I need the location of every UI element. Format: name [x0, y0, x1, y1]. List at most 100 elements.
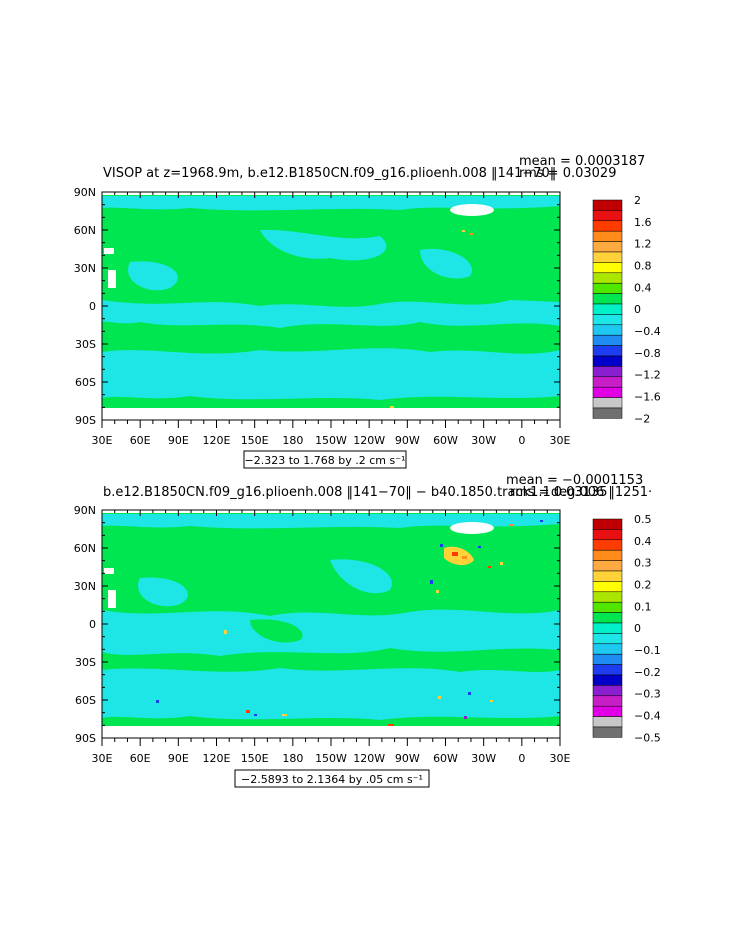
colorbar-label: −2 [634, 412, 650, 425]
colorbar-swatch [592, 560, 623, 572]
x-tick-label: 60E [130, 434, 151, 447]
panel-bottom: b.e12.B1850CN.f09_g16.plioenh.008 ‖141−7… [74, 473, 661, 788]
colorbar-label: 1.6 [634, 216, 652, 229]
y-tick-label: 60S [75, 694, 96, 707]
x-tick-label: 0 [518, 752, 525, 765]
colorbar-label: 0.2 [634, 579, 652, 592]
colorbar-swatch [592, 366, 623, 378]
colorbar-label: 0.1 [634, 600, 652, 613]
colorbar-swatch [592, 376, 623, 388]
colorbar-swatch [592, 601, 623, 613]
x-tick-label: 30E [92, 434, 113, 447]
colorbar-swatch [592, 230, 623, 242]
y-tick-labels: 90N 60N 30N 0 30S 60S 90S [74, 186, 96, 427]
x-tick-label: 90E [168, 434, 189, 447]
colorbar-swatch [592, 518, 623, 530]
colorbar-swatch [592, 334, 623, 346]
colorbar-swatch [592, 674, 623, 686]
x-tick-label: 60E [130, 752, 151, 765]
range-label-box [243, 450, 407, 469]
y-tick-label: 60S [75, 376, 96, 389]
x-tick-label: 150W [315, 752, 347, 765]
colorbar-label: 0.3 [634, 557, 652, 570]
x-tick-label: 180 [282, 434, 303, 447]
colorbar-swatch [592, 303, 623, 315]
rms-label: rms = 0.03135 [510, 485, 607, 500]
colorbar-label: −0.2 [634, 666, 661, 679]
y-tick-label: 60N [74, 224, 96, 237]
colorbar-swatch [592, 199, 623, 211]
y-tick-label: 90N [74, 504, 96, 517]
y-tick-label: 30N [74, 580, 96, 593]
map-field [102, 192, 560, 420]
colorbar-swatch [592, 314, 623, 326]
y-tick-label: 30N [74, 262, 96, 275]
colorbar: 2 1.6 1.2 0.8 0.4 0 −0.4 −0.8 −1.2 −1.6 −2 [592, 194, 661, 425]
y-tick-label: 0 [89, 618, 96, 631]
x-tick-label: 30W [471, 434, 496, 447]
colorbar-label: 0.8 [634, 260, 652, 273]
colorbar-label: −0.5 [634, 731, 661, 744]
x-tick-label: 90W [395, 434, 420, 447]
y-tick-label: 30S [75, 338, 96, 351]
mean-label: mean = −0.0001153 [506, 473, 643, 488]
colorbar-swatch [592, 726, 623, 738]
x-tick-label: 30E [550, 752, 571, 765]
range-label-box [234, 769, 430, 788]
y-tick-label: 60N [74, 542, 96, 555]
map-field [102, 510, 560, 738]
colorbar-swatch [592, 591, 623, 603]
panel-top: VISOP at z=1968.9m, b.e12.B1850CN.f09_g1… [74, 154, 661, 469]
rms-label: rms = 0.03029 [519, 166, 616, 181]
y-tick-label: 0 [89, 300, 96, 313]
x-tick-label: 120E [203, 752, 231, 765]
panel-title: VISOP at z=1968.9m, b.e12.B1850CN.f09_g1… [103, 166, 556, 181]
x-tick-label: 150W [315, 434, 347, 447]
colorbar-swatch [592, 407, 623, 419]
colorbar-label: −0.3 [634, 688, 661, 701]
colorbar-swatch [592, 612, 623, 624]
colorbar-swatch [592, 210, 623, 222]
colorbar-label: 0.4 [634, 535, 652, 548]
x-tick-label: 120W [353, 752, 385, 765]
colorbar-swatch [592, 324, 623, 336]
colorbar-label: 0.4 [634, 281, 652, 294]
x-tick-labels: 30E 60E 90E 120E 150E 180 150W 120W 90W 60W 30W 0 30… [92, 752, 571, 765]
colorbar-swatch [592, 386, 623, 398]
colorbar-swatch [592, 549, 623, 561]
y-tick-labels: 90N 60N 30N 0 30S 60S 90S [74, 504, 96, 745]
x-tick-label: 120W [353, 434, 385, 447]
x-tick-label: 0 [518, 434, 525, 447]
x-tick-label: 60W [433, 434, 458, 447]
colorbar-swatch [592, 695, 623, 707]
colorbar-swatch [592, 529, 623, 541]
colorbar-label: 0 [634, 622, 641, 635]
colorbar-label: 2 [634, 194, 641, 207]
y-tick-label: 90S [75, 414, 96, 427]
x-tick-label: 30E [92, 752, 113, 765]
colorbar-label: −0.4 [634, 325, 661, 338]
mean-label: mean = 0.0003187 [519, 154, 645, 169]
x-tick-label: 90E [168, 752, 189, 765]
y-tick-label: 90S [75, 732, 96, 745]
axis-ticks [101, 509, 561, 746]
colorbar-swatch [592, 355, 623, 367]
colorbar-label: −0.8 [634, 347, 661, 360]
x-tick-label: 30E [550, 434, 571, 447]
x-tick-label: 180 [282, 752, 303, 765]
colorbar-swatch [592, 705, 623, 717]
colorbar-swatch [592, 539, 623, 551]
colorbar-swatch [592, 251, 623, 263]
colorbar-swatch [592, 581, 623, 593]
x-tick-label: 150E [241, 752, 269, 765]
colorbar-swatch [592, 570, 623, 582]
colorbar-label: 1.2 [634, 238, 652, 251]
colorbar-swatch [592, 633, 623, 645]
y-tick-label: 90N [74, 186, 96, 199]
x-tick-label: 90W [395, 752, 420, 765]
colorbar-swatch [592, 643, 623, 655]
colorbar-swatch [592, 293, 623, 305]
colorbar-swatch [592, 397, 623, 409]
colorbar: 0.5 0.4 0.3 0.2 0.1 0 −0.1 −0.2 −0.3 −0.4 −0.5 [592, 513, 661, 744]
